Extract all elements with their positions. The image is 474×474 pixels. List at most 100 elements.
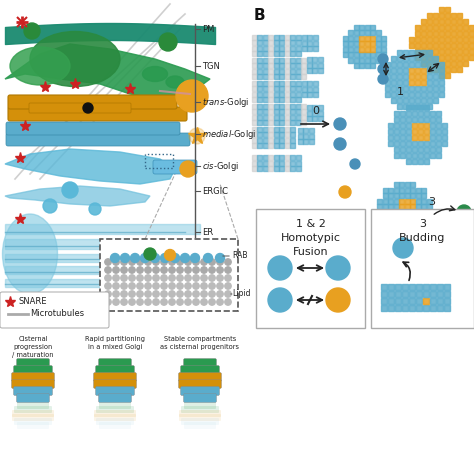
Bar [296, 92, 301, 97]
Bar [257, 143, 262, 148]
Bar [263, 40, 268, 45]
Bar [263, 166, 268, 171]
Circle shape [145, 299, 151, 305]
Bar [403, 50, 408, 55]
Bar [274, 92, 279, 97]
Bar [418, 135, 423, 140]
Bar [365, 41, 370, 46]
Bar [415, 86, 420, 91]
Bar [302, 87, 307, 91]
Bar [257, 86, 262, 91]
Bar [423, 291, 429, 297]
Circle shape [113, 283, 119, 289]
Circle shape [185, 267, 191, 273]
Bar [274, 155, 279, 160]
Bar [280, 35, 284, 39]
Bar [257, 69, 262, 73]
Bar [291, 161, 295, 165]
Bar [421, 215, 426, 220]
Circle shape [129, 283, 135, 289]
Bar [439, 13, 444, 18]
Circle shape [129, 267, 135, 273]
Bar [436, 141, 441, 146]
Bar [439, 31, 444, 36]
Text: $\it{cis}$-Golgi: $\it{cis}$-Golgi [202, 159, 239, 173]
Bar [457, 31, 462, 36]
Bar [395, 298, 401, 304]
Bar [395, 284, 401, 290]
Bar [451, 55, 456, 60]
Bar [433, 68, 438, 73]
Bar [280, 166, 284, 171]
Ellipse shape [166, 76, 184, 88]
Bar [402, 298, 408, 304]
Text: 1 & 2: 1 & 2 [296, 219, 326, 229]
Bar [385, 74, 390, 79]
Bar [274, 35, 279, 39]
Bar [274, 115, 279, 119]
Bar [445, 73, 450, 78]
Bar [403, 92, 408, 97]
Bar [439, 7, 444, 12]
Bar [394, 111, 399, 116]
Bar [291, 115, 295, 119]
Bar [430, 305, 436, 311]
FancyBboxPatch shape [6, 122, 180, 135]
Circle shape [145, 267, 151, 273]
Bar [442, 141, 447, 146]
Bar [451, 61, 456, 66]
Bar [400, 193, 404, 198]
Circle shape [62, 182, 78, 198]
Bar [444, 284, 450, 290]
Bar [427, 25, 432, 30]
Bar [400, 204, 404, 209]
Bar [394, 210, 399, 215]
Bar [421, 74, 426, 79]
Bar [263, 51, 268, 56]
Text: Fusion: Fusion [292, 247, 328, 257]
Bar [416, 221, 421, 226]
Bar [402, 291, 408, 297]
Bar [451, 43, 456, 48]
Circle shape [185, 283, 191, 289]
Bar [371, 46, 375, 52]
Bar [252, 64, 257, 68]
Bar [397, 98, 402, 103]
Bar [274, 86, 279, 91]
Bar [421, 98, 426, 103]
Bar [371, 58, 375, 63]
Text: RAB: RAB [232, 252, 247, 261]
Bar [285, 81, 290, 85]
Bar [457, 36, 462, 42]
Bar [451, 49, 456, 54]
Bar [388, 135, 393, 140]
FancyBboxPatch shape [12, 414, 54, 421]
Circle shape [151, 254, 159, 263]
Bar [451, 18, 456, 24]
Bar [427, 210, 432, 215]
Bar [274, 109, 279, 114]
Circle shape [193, 259, 199, 265]
Bar [445, 31, 450, 36]
Bar [343, 41, 348, 46]
Circle shape [161, 267, 167, 273]
Bar [400, 111, 405, 116]
Bar [412, 117, 417, 122]
Bar [291, 132, 295, 137]
Bar [445, 55, 450, 60]
Bar [423, 284, 429, 290]
Bar [257, 109, 262, 114]
Text: Lipid: Lipid [232, 290, 250, 299]
Bar [377, 210, 383, 215]
Bar [391, 56, 396, 61]
Circle shape [393, 238, 413, 258]
Circle shape [225, 267, 231, 273]
Bar [421, 80, 426, 85]
Bar [416, 193, 421, 198]
Bar [424, 141, 429, 146]
Bar [418, 117, 423, 122]
Bar [280, 132, 284, 137]
Text: 3: 3 [419, 219, 426, 229]
Bar [412, 135, 417, 140]
Bar [274, 97, 279, 102]
